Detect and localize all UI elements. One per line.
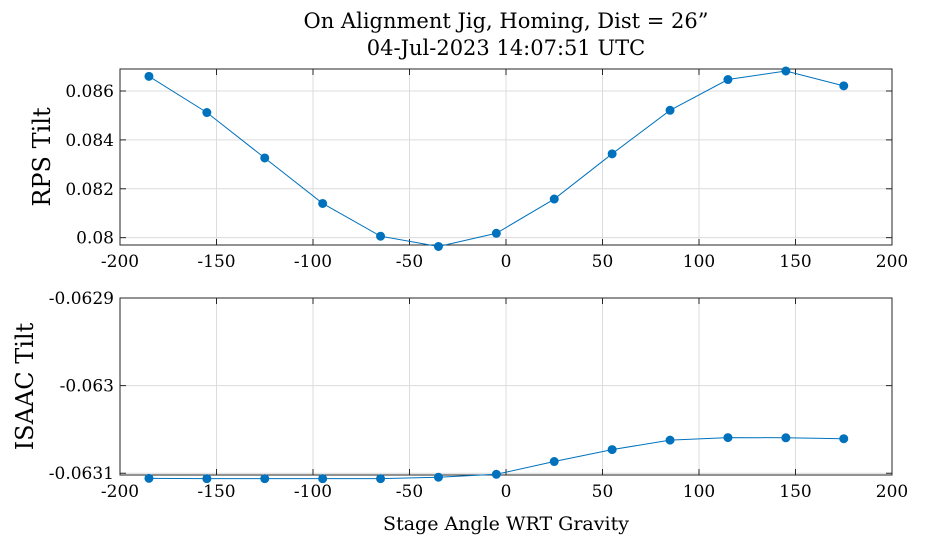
- figure-title-line2: 04-Jul-2023 14:07:51 UTC: [367, 36, 645, 60]
- chart-2-point-12: [839, 434, 849, 444]
- chart-2-xtick-label-7: 150: [779, 482, 811, 502]
- chart-2-ytick-label-1: -0.063: [60, 377, 114, 397]
- chart-1-xtick-label-7: 150: [779, 252, 811, 272]
- chart-1-point-9: [665, 105, 675, 115]
- chart-1-xtick-label-2: -100: [294, 252, 332, 272]
- chart-1-xtick-label-5: 50: [592, 252, 614, 272]
- chart-1-ytick-label-0: 0.08: [76, 229, 114, 249]
- chart-1-xtick-label-8: 200: [876, 252, 908, 272]
- chart-1-point-0: [144, 71, 154, 81]
- chart-1-xtick-label-0: -200: [101, 252, 139, 272]
- chart-1-point-2: [260, 153, 270, 163]
- chart-1-point-3: [318, 198, 328, 208]
- chart-2-point-7: [549, 457, 559, 467]
- plot-2: -200 -150 -100 -50 0 50 100 150 200 -0.0631 -0.063…: [11, 289, 908, 535]
- chart-2-xtick-label-4: 0: [501, 482, 512, 502]
- chart-2-point-0: [144, 473, 154, 483]
- chart-1-ytick-label-1: 0.082: [65, 180, 114, 200]
- chart-2-xtick-label-5: 50: [592, 482, 614, 502]
- chart-1-xtick-label-3: -50: [396, 252, 423, 272]
- chart-2-point-5: [433, 472, 443, 482]
- chart-1-point-7: [549, 194, 559, 204]
- chart-2-point-8: [607, 445, 617, 455]
- chart-1-xtick-label-4: 0: [501, 252, 512, 272]
- chart-2-xtick-label-3: -50: [396, 482, 423, 502]
- chart-1-xtick-label-6: 100: [683, 252, 715, 272]
- chart-2-ylabel: ISAAC Tilt: [11, 322, 39, 450]
- chart-2-xtick-label-2: -100: [294, 482, 332, 502]
- chart-1-ylabel: RPS Tilt: [28, 107, 56, 207]
- chart-1-point-5: [433, 241, 443, 251]
- chart-2-point-10: [723, 433, 733, 443]
- chart-1-point-12: [839, 81, 849, 91]
- chart-1-point-1: [202, 108, 212, 118]
- chart-2-point-11: [781, 433, 791, 443]
- chart-2-xtick-label-0: -200: [101, 482, 139, 502]
- chart-2-point-6: [491, 469, 501, 479]
- chart-2-point-1: [202, 474, 212, 484]
- chart-2-point-3: [318, 474, 328, 484]
- chart-1-ytick-label-2: 0.084: [65, 131, 114, 151]
- chart-2-point-9: [665, 435, 675, 445]
- chart-2-xtick-label-1: -150: [197, 482, 235, 502]
- figure-title-line1: On Alignment Jig, Homing, Dist = 26”: [304, 9, 709, 33]
- chart-2-point-2: [260, 474, 270, 484]
- chart-1-ytick-label-3: 0.086: [65, 82, 114, 102]
- chart-1-point-10: [723, 75, 733, 85]
- chart-1-series-line: [148, 70, 844, 247]
- chart-1-point-11: [781, 66, 791, 76]
- chart-1-point-8: [607, 149, 617, 159]
- chart-2-point-4: [376, 474, 386, 484]
- chart-1-point-4: [376, 231, 386, 241]
- chart-2-xlabel: Stage Angle WRT Gravity: [383, 513, 629, 535]
- chart-2-xtick-label-6: 100: [683, 482, 715, 502]
- plot-1: -200 -150 -100 -50 0 50 100 150 200 0.08 0.082 0.08…: [28, 66, 908, 272]
- chart-1-xtick-label-1: -150: [197, 252, 235, 272]
- chart-2-ytick-label-2: -0.0629: [49, 289, 114, 309]
- plots-group: -200 -150 -100 -50 0 50 100 150 200 0.08 0.082 0.08…: [11, 66, 908, 535]
- chart-1-point-6: [491, 228, 501, 238]
- chart-2-ytick-label-0: -0.0631: [49, 464, 114, 484]
- chart-2-xtick-label-8: 200: [876, 482, 908, 502]
